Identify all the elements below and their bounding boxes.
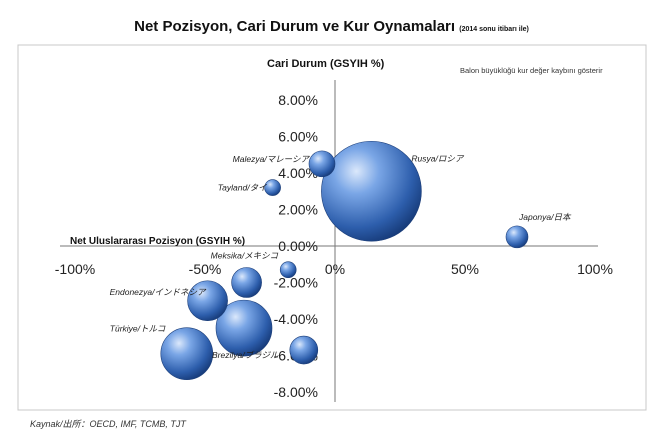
bubble-labels: Rusya/ロシア Japonya/日本 Malezya/マレーシア Tayland/… xyxy=(110,153,572,360)
y-tick-label: 4.00% xyxy=(278,165,318,181)
chart-title-note: (2014 sonu itibarı ile) xyxy=(459,26,529,33)
bubble xyxy=(308,150,336,178)
bubble-label: Tayland/タイ xyxy=(218,183,267,193)
source-note: Kaynak/出所：OECD, IMF, TCMB, TJT xyxy=(30,419,186,429)
y-tick-label: 6.00% xyxy=(278,129,318,145)
bubble xyxy=(321,140,422,242)
x-axis-title: Net Uluslararası Pozisyon (GSYIH %) xyxy=(70,236,245,247)
y-tick-label: -8.00% xyxy=(274,384,318,400)
bubble xyxy=(279,261,297,279)
bubble xyxy=(264,179,281,196)
x-tick-label: 50% xyxy=(451,261,479,277)
bubble-label: Brezilya/ブラジル xyxy=(212,350,279,360)
bubble-label: Meksika/メキシコ xyxy=(211,251,279,261)
bubble-label: Türkiye/トルコ xyxy=(110,324,166,334)
bubble-label: Endonezya/インドネシア xyxy=(110,287,207,297)
bubble xyxy=(231,267,262,298)
x-tick-label: 0% xyxy=(325,261,345,277)
bubble xyxy=(505,225,529,249)
y-tick-label: 0.00% xyxy=(278,238,318,254)
bubble-label: Japonya/日本 xyxy=(518,212,572,222)
bubble-label: Rusya/ロシア xyxy=(411,153,464,163)
x-tick-label: -100% xyxy=(55,261,95,277)
size-note: Balon büyüklüğü kur değer kaybını göster… xyxy=(460,66,603,75)
y-tick-label: -4.00% xyxy=(274,311,318,327)
x-tick-label: -50% xyxy=(189,261,222,277)
bubble xyxy=(289,335,319,365)
bubble xyxy=(160,327,214,380)
chart-title-text: Net Pozisyon, Cari Durum ve Kur Oynamala… xyxy=(134,18,456,35)
y-axis-title: Cari Durum (GSYIH %) xyxy=(267,58,385,70)
tick-labels: 8.00%6.00%4.00%2.00%0.00%-2.00%-4.00%-6.… xyxy=(55,92,613,400)
y-tick-label: 2.00% xyxy=(278,202,318,218)
y-tick-label: -2.00% xyxy=(274,275,318,291)
bubble-series xyxy=(160,140,529,380)
chart-title: Net Pozisyon, Cari Durum ve Kur Oynamala… xyxy=(0,18,663,35)
bubble xyxy=(187,280,228,322)
x-tick-label: 100% xyxy=(577,261,613,277)
bubble xyxy=(215,299,273,357)
plot-frame xyxy=(17,44,647,411)
y-tick-label: 8.00% xyxy=(278,92,318,108)
bubble-label: Malezya/マレーシア xyxy=(233,154,311,164)
